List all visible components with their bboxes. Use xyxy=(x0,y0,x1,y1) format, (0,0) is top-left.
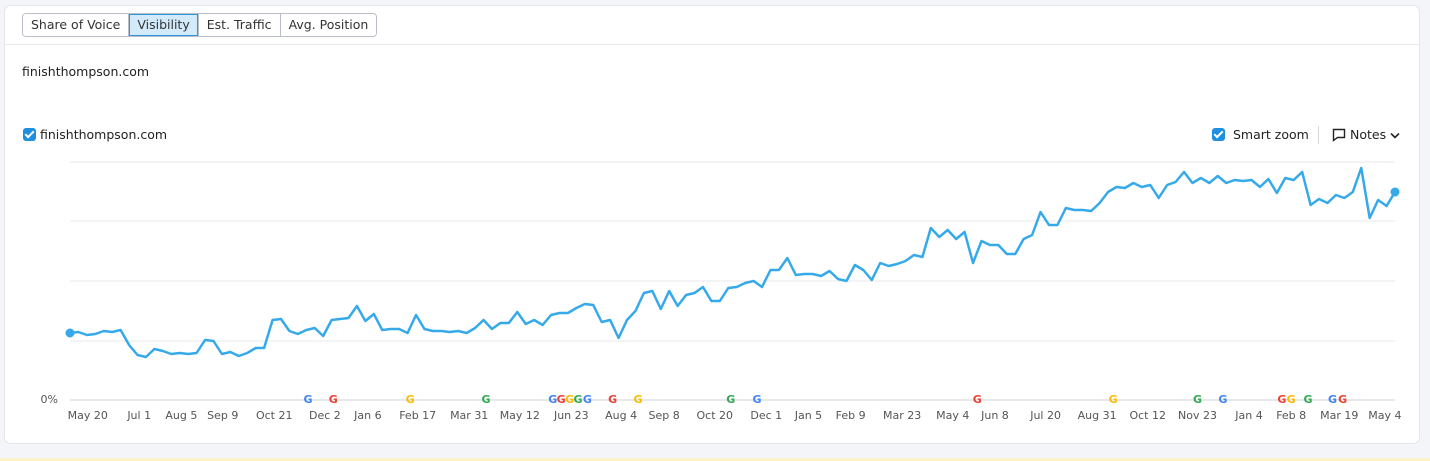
x-tick-label: Jan 5 xyxy=(794,409,822,422)
x-tick-label: May 12 xyxy=(500,409,540,422)
notes-button[interactable]: Notes xyxy=(1350,127,1387,142)
update-marker[interactable]: G xyxy=(565,393,574,406)
update-marker[interactable]: G xyxy=(608,393,617,406)
update-marker[interactable]: G xyxy=(583,393,592,406)
y-tick-label: 0% xyxy=(41,393,58,406)
x-tick-label: Aug 4 xyxy=(605,409,637,422)
update-marker[interactable]: G xyxy=(1338,393,1347,406)
x-tick-label: Jun 23 xyxy=(553,409,589,422)
separator xyxy=(1318,126,1319,144)
x-tick-label: Mar 23 xyxy=(883,409,921,422)
series-line xyxy=(69,166,1397,359)
x-tick-label: Mar 31 xyxy=(450,409,488,422)
update-marker[interactable]: G xyxy=(1277,393,1286,406)
legend-label[interactable]: finishthompson.com xyxy=(40,127,168,142)
domain-title: finishthompson.com xyxy=(22,64,150,79)
update-marker[interactable]: G xyxy=(1193,393,1202,406)
update-marker[interactable]: G xyxy=(548,393,557,406)
update-marker[interactable]: G xyxy=(973,393,982,406)
x-tick-label: Dec 2 xyxy=(309,409,341,422)
x-tick-label: Sep 8 xyxy=(649,409,680,422)
notes-icon[interactable] xyxy=(1332,128,1346,142)
update-marker[interactable]: G xyxy=(1328,393,1337,406)
x-tick-label: Jan 4 xyxy=(1234,409,1262,422)
x-tick-label: Feb 8 xyxy=(1276,409,1306,422)
notice-strip xyxy=(0,458,1430,461)
x-tick-label: Oct 20 xyxy=(697,409,734,422)
card xyxy=(5,6,1419,443)
update-marker[interactable]: G xyxy=(574,393,583,406)
update-marker[interactable]: G xyxy=(726,393,735,406)
notes-chevron[interactable] xyxy=(1390,132,1400,140)
update-marker[interactable]: G xyxy=(1109,393,1118,406)
x-tick-label: Mar 19 xyxy=(1320,409,1358,422)
update-marker[interactable]: G xyxy=(1287,393,1296,406)
endpoint-dot xyxy=(65,328,75,338)
smart-zoom-checkbox[interactable] xyxy=(1212,128,1225,141)
x-tick-label: May 4 xyxy=(936,409,969,422)
x-tick-label: Jul 1 xyxy=(126,409,151,422)
x-tick-label: Sep 9 xyxy=(207,409,238,422)
x-tick-label: Aug 5 xyxy=(165,409,197,422)
update-marker[interactable]: G xyxy=(1218,393,1227,406)
update-marker[interactable]: G xyxy=(752,393,761,406)
x-tick-label: Oct 12 xyxy=(1129,409,1166,422)
x-tick-label: Dec 1 xyxy=(750,409,782,422)
x-tick-label: Aug 31 xyxy=(1078,409,1117,422)
x-tick-label: Nov 23 xyxy=(1178,409,1217,422)
x-tick-label: May 20 xyxy=(68,409,108,422)
smart-zoom-label[interactable]: Smart zoom xyxy=(1233,127,1309,142)
legend-checkbox[interactable] xyxy=(23,128,36,141)
tab[interactable]: Visibility xyxy=(129,14,199,36)
update-marker[interactable]: G xyxy=(633,393,642,406)
x-tick-label: Feb 17 xyxy=(399,409,436,422)
endpoint-dot xyxy=(1390,187,1400,197)
tab-group: Share of Voice Visibility Est. Traffic Avg.… xyxy=(22,13,378,37)
update-marker[interactable]: G xyxy=(1304,393,1313,406)
tab[interactable]: Share of Voice xyxy=(23,14,130,36)
tab[interactable]: Est. Traffic xyxy=(198,14,281,36)
tab[interactable]: Avg. Position xyxy=(280,14,377,36)
x-tick-label: May 4 xyxy=(1368,409,1401,422)
update-marker[interactable]: G xyxy=(482,393,491,406)
x-tick-label: Oct 21 xyxy=(256,409,293,422)
update-marker[interactable]: G xyxy=(329,393,338,406)
update-marker[interactable]: G xyxy=(303,393,312,406)
update-marker[interactable]: G xyxy=(557,393,566,406)
divider xyxy=(5,44,1419,45)
x-tick-label: Feb 9 xyxy=(836,409,866,422)
update-marker[interactable]: G xyxy=(406,393,415,406)
x-tick-label: Jul 20 xyxy=(1029,409,1061,422)
x-tick-label: Jan 6 xyxy=(353,409,381,422)
x-tick-label: Jun 8 xyxy=(980,409,1009,422)
